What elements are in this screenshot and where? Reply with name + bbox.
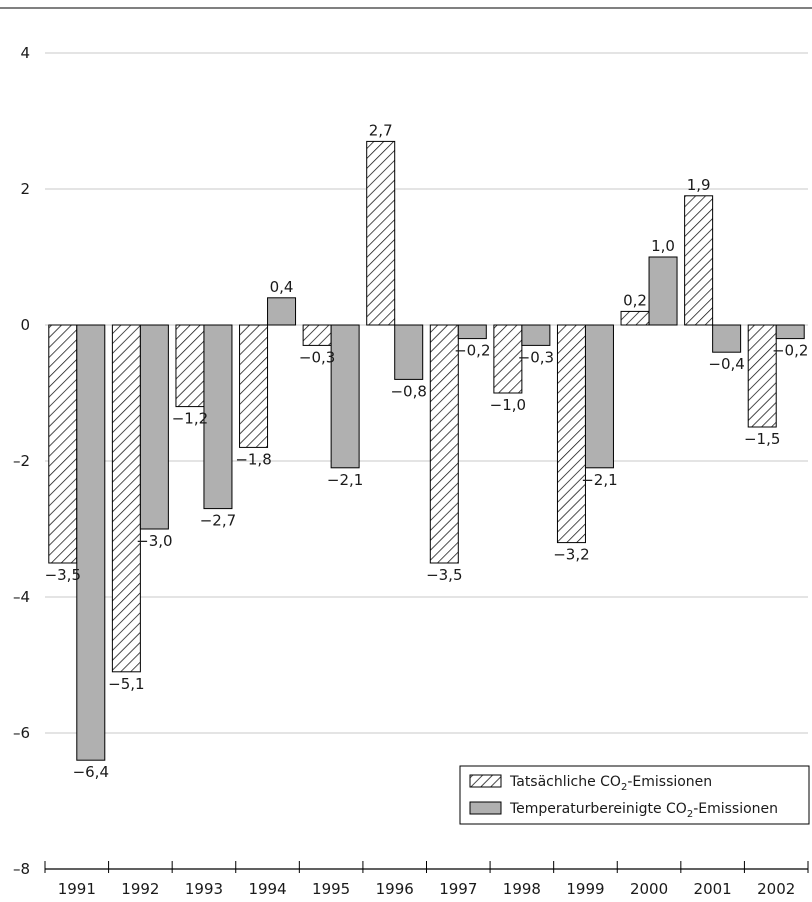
legend-swatch-gray — [469, 801, 502, 815]
x-tick-label: 1994 — [248, 880, 286, 898]
data-label: −6,4 — [73, 763, 109, 781]
data-label: −0,8 — [390, 382, 426, 400]
data-label: −3,2 — [553, 546, 589, 564]
bar-tatsaechliche-1992 — [111, 324, 141, 673]
bar-temperaturbereinigt-1993 — [203, 324, 233, 510]
legend-label-tatsaechliche: Tatsächliche CO2-Emissionen — [509, 774, 712, 793]
data-label: −3,0 — [136, 532, 172, 550]
data-label: −0,2 — [454, 342, 490, 360]
bar-tatsaechliche-1996 — [366, 140, 396, 326]
legend-label-post: -Emissionen — [693, 801, 778, 817]
legend-label-sub: 2 — [687, 809, 693, 820]
bar-temperaturbereinigt-1994 — [267, 297, 297, 326]
legend-label-post: -Emissionen — [627, 774, 712, 790]
y-tick-label: 0 — [20, 316, 30, 334]
x-tick-label: 2001 — [694, 880, 732, 898]
bar-temperaturbereinigt-1995 — [330, 324, 360, 469]
bar-temperaturbereinigt-2002 — [775, 324, 805, 340]
gridlines — [45, 52, 808, 734]
data-label: −0,4 — [708, 355, 744, 373]
bar-temperaturbereinigt-1996 — [394, 324, 424, 380]
bar-temperaturbereinigt-1999 — [584, 324, 614, 469]
x-tick-label: 2000 — [630, 880, 668, 898]
data-label: −0,3 — [518, 348, 554, 366]
legend-label-sub: 2 — [621, 782, 627, 793]
legend: Tatsächliche CO2-Emissionen Temperaturbe… — [459, 765, 810, 825]
legend-label-pre: Temperaturbereinigte CO — [509, 801, 687, 817]
bar-temperaturbereinigt-2000 — [648, 256, 678, 326]
x-tick-label: 1996 — [376, 880, 414, 898]
x-tick-label: 1997 — [439, 880, 477, 898]
y-tick-label: –2 — [13, 452, 30, 470]
bars — [48, 140, 805, 761]
data-label: −3,5 — [45, 566, 81, 584]
x-tick-label: 1999 — [566, 880, 604, 898]
data-label: 0,4 — [270, 278, 294, 296]
bar-tatsaechliche-2002 — [747, 324, 777, 428]
y-tick-label: –6 — [13, 724, 30, 742]
bar-temperaturbereinigt-2001 — [712, 324, 742, 353]
bar-tatsaechliche-1999 — [556, 324, 586, 544]
data-label: −1,0 — [490, 396, 526, 414]
data-label: −0,2 — [772, 342, 808, 360]
data-label: 0,2 — [623, 291, 647, 309]
x-axis: 1991 1992 1993 1994 1995 1996 1997 1998 1999 2000… — [44, 861, 809, 898]
data-label: −2,7 — [200, 512, 236, 530]
bar-temperaturbereinigt-1997 — [457, 324, 487, 340]
x-tick-label: 1998 — [503, 880, 541, 898]
data-label: −2,1 — [581, 471, 617, 489]
bar-temperaturbereinigt-1991 — [76, 324, 106, 761]
legend-label-temperaturbereinigte: Temperaturbereinigte CO2-Emissionen — [509, 801, 778, 820]
y-axis-tick-labels: 4 2 0 –2 –4 –6 –8 — [13, 44, 30, 878]
x-tick-label: 1992 — [121, 880, 159, 898]
x-tick-label: 1991 — [58, 880, 96, 898]
data-label: −2,1 — [327, 471, 363, 489]
data-label: −1,8 — [235, 450, 271, 468]
legend-label-pre: Tatsächliche CO — [509, 774, 621, 790]
data-label: 1,9 — [687, 176, 711, 194]
data-label: −5,1 — [108, 675, 144, 693]
bar-tatsaechliche-1995 — [302, 324, 332, 346]
y-tick-label: –4 — [13, 588, 30, 606]
data-label: −1,2 — [172, 410, 208, 428]
data-label: 1,0 — [651, 237, 675, 255]
x-tick-label: 1993 — [185, 880, 223, 898]
y-tick-label: 2 — [20, 180, 30, 198]
data-label: −3,5 — [426, 566, 462, 584]
bar-tatsaechliche-2000 — [620, 310, 650, 326]
bar-temperaturbereinigt-1992 — [139, 324, 169, 530]
bar-temperaturbereinigt-1998 — [521, 324, 551, 346]
bar-tatsaechliche-1994 — [239, 324, 269, 448]
bar-tatsaechliche-1993 — [175, 324, 205, 408]
bar-tatsaechliche-1991 — [48, 324, 78, 564]
bar-tatsaechliche-2001 — [684, 195, 714, 326]
x-tick-label: 1995 — [312, 880, 350, 898]
bar-tatsaechliche-1998 — [493, 324, 523, 394]
legend-swatch-hatched — [469, 774, 502, 788]
x-tick-label: 2002 — [757, 880, 795, 898]
y-tick-label: –8 — [13, 860, 30, 878]
data-labels: −3,5 −5,1 −1,2 −1,8 −0,3 2,7 −3,5 −1,0 −3,2 0,2 1,… — [45, 121, 809, 781]
data-label: 2,7 — [369, 121, 393, 139]
legend-box — [459, 765, 810, 825]
data-label: −0,3 — [299, 348, 335, 366]
data-label: −1,5 — [744, 430, 780, 448]
y-tick-label: 4 — [20, 44, 30, 62]
bar-tatsaechliche-1997 — [429, 324, 459, 564]
